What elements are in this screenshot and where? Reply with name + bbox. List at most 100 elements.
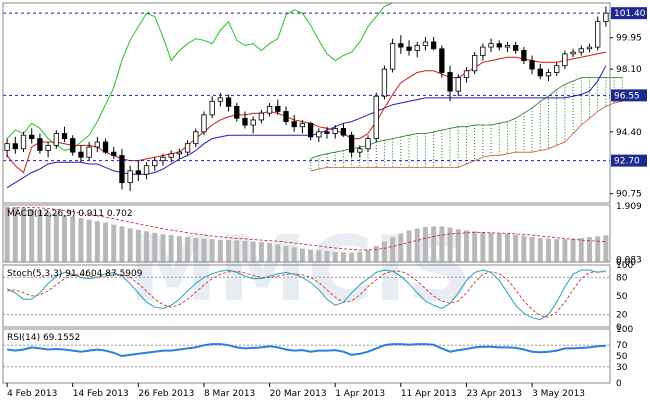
candle-body <box>242 117 248 126</box>
macd-bar <box>86 219 92 262</box>
x-tick-label: 20 Mar 2013 <box>270 389 327 399</box>
candle-body <box>471 55 478 72</box>
macd-bar <box>217 239 223 262</box>
candle <box>332 125 338 139</box>
candle-body <box>127 170 133 184</box>
y-tick-label: 1.909 <box>616 202 642 212</box>
candle <box>78 145 84 163</box>
candle <box>480 43 486 61</box>
macd-bar <box>78 218 84 262</box>
candle-body <box>595 21 601 48</box>
macd-bar <box>234 240 240 262</box>
watermark: MMCIS <box>128 217 471 322</box>
candle <box>562 50 568 70</box>
candle-body <box>86 146 92 158</box>
candle-body <box>513 44 519 51</box>
macd-bar <box>308 249 314 262</box>
candle-body <box>20 134 27 150</box>
candle <box>357 145 363 158</box>
macd-bar <box>53 213 59 262</box>
candle-body <box>488 43 494 48</box>
x-tick-label: 14 Feb 2013 <box>73 389 129 399</box>
candle <box>291 114 297 132</box>
candle-body <box>193 131 199 145</box>
macd-bar <box>226 240 232 262</box>
candle-body <box>554 65 560 73</box>
candle <box>504 41 511 53</box>
candle <box>513 41 519 54</box>
candle-body <box>398 43 404 48</box>
watermark-text: MMCIS <box>128 217 471 322</box>
candle <box>266 103 273 117</box>
candle <box>4 138 10 158</box>
macd-bar <box>12 207 18 262</box>
candle <box>242 111 248 129</box>
candle <box>471 52 478 75</box>
candle-body <box>143 165 150 175</box>
macd-bar <box>127 228 133 262</box>
candle <box>275 99 281 115</box>
candle-body <box>521 50 527 62</box>
candle-body <box>570 51 576 55</box>
level-tag-label: 92.70 <box>614 157 640 167</box>
candle-body <box>291 121 297 128</box>
macd-bar <box>455 229 461 262</box>
candle-body <box>324 131 330 134</box>
y-tick-label: 70 <box>616 341 628 351</box>
candle <box>578 45 584 56</box>
candle <box>135 160 142 181</box>
candle-body <box>480 46 486 56</box>
stoch-label: Stoch(5,3,3) 91.4604 87.5909 <box>7 269 143 279</box>
candle <box>20 131 27 153</box>
candle-body <box>422 41 429 46</box>
macd-bar <box>505 233 510 262</box>
candle-body <box>430 41 437 50</box>
candle <box>316 128 322 142</box>
candle-body <box>152 160 158 167</box>
candle <box>160 153 166 166</box>
macd-signal-line <box>7 207 606 251</box>
candle <box>414 41 420 58</box>
candle <box>152 157 158 171</box>
candle <box>545 69 552 81</box>
candle-body <box>184 143 191 153</box>
candle <box>184 140 191 156</box>
macd-bar <box>373 245 379 262</box>
macd-bar <box>283 245 289 262</box>
macd-bar <box>349 252 355 262</box>
candle-body <box>119 155 125 184</box>
macd-bar <box>414 228 420 262</box>
candle-body <box>414 44 420 51</box>
macd-bar <box>152 232 158 262</box>
candle-body <box>537 68 543 77</box>
x-tick-label: 3 May 2013 <box>532 389 585 399</box>
y-tick-label: 98.10 <box>616 65 642 75</box>
candle-body <box>562 53 568 67</box>
y-tick-label: 0.00 <box>616 258 636 268</box>
rsi-label: RSI(14) 69.1552 <box>7 333 80 343</box>
candle-body <box>258 112 265 121</box>
candle <box>45 141 51 158</box>
candle-body <box>439 48 445 73</box>
candle <box>422 36 429 51</box>
macd-bar <box>365 249 371 262</box>
candle <box>53 130 59 149</box>
candle-body <box>299 122 306 128</box>
candle <box>37 133 43 154</box>
candle-body <box>70 138 76 153</box>
macd-bar <box>316 250 322 262</box>
candle-body <box>61 133 68 139</box>
candle <box>348 131 355 158</box>
macd-bar <box>463 230 469 262</box>
y-tick-label: 20 <box>616 311 628 321</box>
last-price-tag <box>611 7 647 20</box>
candle-body <box>373 95 379 139</box>
candle <box>201 111 207 136</box>
candle-body <box>578 48 584 53</box>
candle-body <box>45 144 51 151</box>
candle <box>463 67 470 83</box>
candle-body <box>340 128 347 136</box>
candle <box>439 45 445 78</box>
candle <box>595 16 601 51</box>
macd-label: MACD(12,26,9) 0.911 0.702 <box>7 209 133 219</box>
